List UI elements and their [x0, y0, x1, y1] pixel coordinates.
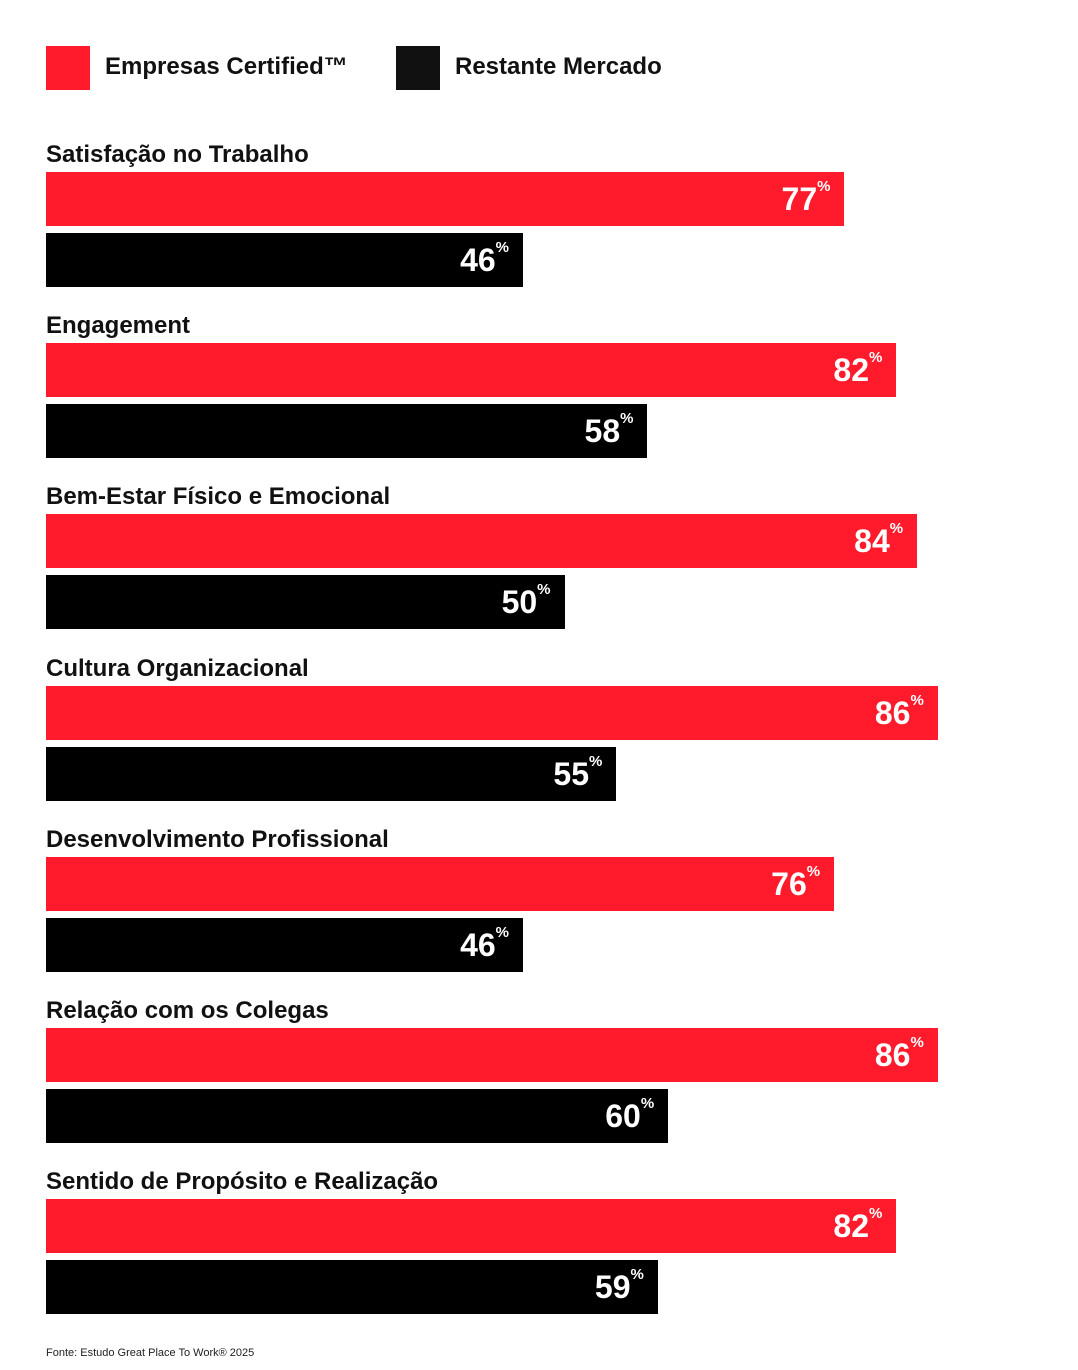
bar-certified: 77% [46, 172, 845, 226]
bar-value-number: 86 [874, 694, 911, 731]
bar-value-suffix: % [495, 239, 510, 256]
bar-certified: 76% [46, 856, 835, 911]
bar-value-label: 86% [875, 1028, 924, 1082]
bar-market: 50% [46, 575, 565, 630]
bar-value-suffix: % [910, 1034, 924, 1051]
category-label: Relação com os Colegas [46, 997, 329, 1024]
bar-value-number: 86 [874, 1037, 911, 1073]
bar-value-suffix: % [495, 923, 510, 941]
bar-value-suffix: % [868, 349, 883, 367]
bar-value-number: 84 [854, 523, 890, 560]
bar-value-number: 82 [833, 1208, 869, 1245]
bar-value-number: 55 [553, 755, 589, 792]
legend: Empresas Certified™ Restante Mercado [46, 46, 746, 90]
bar-value-label: 77% [782, 172, 831, 226]
bar-market: 58% [46, 404, 648, 459]
bar-value-label: 76% [771, 857, 820, 911]
bar-value-label: 59% [595, 1260, 644, 1314]
bar-value-number: 60 [605, 1098, 641, 1134]
category-label: Satisfação no Trabalho [46, 141, 309, 168]
bar-value-number: 46 [460, 242, 496, 278]
category-label: Cultura Organizacional [46, 654, 309, 682]
bar-market: 60% [46, 1089, 669, 1143]
bar-market: 46% [46, 233, 524, 287]
category-label: Desenvolvimento Profissional [46, 825, 389, 853]
bar-market: 59% [46, 1260, 658, 1315]
bar-value-number: 59 [594, 1269, 631, 1306]
bar-market: 46% [46, 917, 524, 972]
bar-value-suffix: % [620, 410, 634, 428]
bar-certified: 86% [46, 685, 938, 740]
bar-value-number: 76 [771, 865, 807, 902]
bar-value-label: 46% [460, 918, 509, 972]
bar-certified: 84% [46, 514, 918, 569]
bar-certified: 82% [46, 1199, 897, 1254]
bar-value-label: 50% [502, 575, 551, 629]
legend-swatch [396, 46, 440, 90]
category-label: Bem-Estar Físico e Emocional [46, 483, 391, 511]
bar-value-label: 82% [833, 1199, 882, 1253]
bar-certified: 86% [46, 1028, 938, 1082]
bar-value-number: 77 [781, 181, 818, 217]
bar-value-suffix: % [640, 1095, 655, 1112]
bar-market: 55% [46, 746, 617, 801]
bar-value-label: 84% [854, 514, 903, 568]
category-label: Engagement [46, 312, 191, 340]
bar-value-suffix: % [589, 752, 603, 770]
bar-value-suffix: % [537, 581, 551, 599]
bar-value-label: 58% [585, 404, 634, 458]
bar-value-number: 50 [501, 584, 538, 621]
bar-value-number: 58 [584, 413, 621, 450]
bar-value-label: 86% [875, 686, 924, 740]
bar-value-suffix: % [817, 178, 831, 195]
legend-label: Restante Mercado [455, 53, 662, 80]
bar-value-label: 82% [833, 343, 882, 397]
legend-label: Empresas Certified™ [105, 53, 348, 80]
bar-value-number: 46 [460, 926, 496, 963]
bar-value-label: 55% [553, 747, 602, 801]
bar-value-number: 82 [833, 352, 869, 389]
category-label: Sentido de Propósito e Realização [46, 1168, 439, 1196]
bar-value-suffix: % [868, 1205, 883, 1223]
bar-value-suffix: % [630, 1266, 644, 1284]
bar-value-suffix: % [806, 862, 821, 880]
bar-value-suffix: % [889, 520, 904, 538]
legend-swatch [46, 46, 90, 90]
source-footnote: Fonte: Estudo Great Place To Work® 2025 [46, 1347, 255, 1359]
bar-certified: 82% [46, 343, 897, 398]
bar-value-suffix: % [910, 691, 924, 709]
bar-value-label: 46% [460, 233, 509, 287]
bar-value-label: 60% [605, 1089, 654, 1143]
